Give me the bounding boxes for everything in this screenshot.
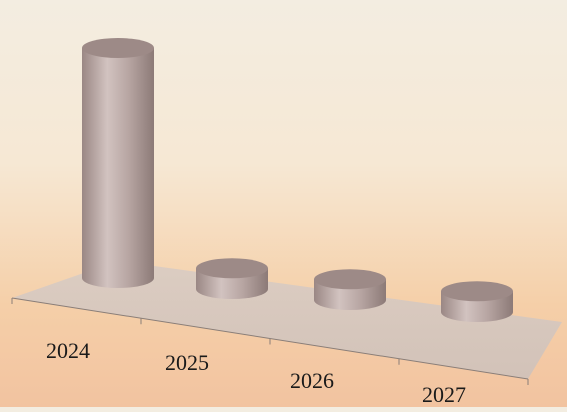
x-tick-label: 2027 (422, 382, 466, 407)
x-axis (11, 297, 529, 385)
bar-2027 (441, 281, 513, 322)
bar-2024 (82, 38, 154, 288)
x-tick-label: 2024 (46, 338, 90, 363)
bar-top (441, 281, 513, 302)
bar-body (82, 48, 154, 288)
bar-top (314, 269, 386, 290)
bar-top (82, 38, 154, 58)
bar-top (196, 258, 268, 279)
bars-group (82, 38, 513, 322)
bar-2026 (314, 269, 386, 310)
chart-floor (12, 261, 562, 379)
x-tick-label: 2025 (165, 350, 209, 375)
bar-2025 (196, 258, 268, 299)
x-tick-label: 2026 (290, 368, 334, 393)
floor-plane (12, 261, 562, 379)
x-axis-labels: 2024 2025 2026 2027 (46, 338, 466, 407)
